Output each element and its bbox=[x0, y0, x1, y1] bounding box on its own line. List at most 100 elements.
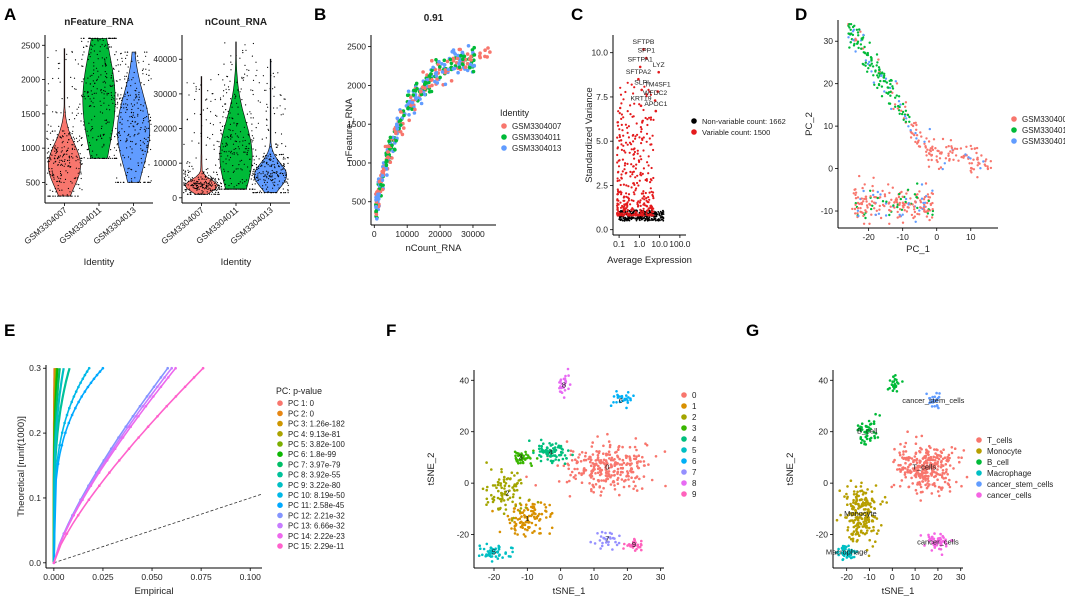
scatter-point bbox=[458, 47, 463, 52]
legend-label: PC 9: 3.22e-80 bbox=[288, 481, 341, 490]
jitter-point bbox=[83, 51, 85, 53]
tsne-point bbox=[864, 504, 868, 507]
tsne-point bbox=[626, 391, 630, 394]
scatter-point bbox=[905, 192, 908, 195]
tsne-point bbox=[851, 556, 854, 559]
tsne-point bbox=[514, 504, 517, 508]
jitter-point bbox=[134, 82, 136, 84]
jitter-point bbox=[125, 106, 127, 109]
x-tick-label: 30000 bbox=[461, 229, 485, 239]
jitter-point bbox=[67, 187, 69, 190]
scatter-point bbox=[419, 101, 424, 106]
jitter-point bbox=[203, 178, 205, 180]
jitter-point bbox=[257, 173, 259, 175]
scatter-point bbox=[868, 64, 871, 67]
tsne-point bbox=[548, 448, 552, 452]
x-tick-label: 30 bbox=[956, 572, 966, 582]
variable-point bbox=[630, 83, 633, 86]
jitter-point bbox=[269, 153, 271, 155]
scatter-point bbox=[374, 212, 379, 217]
jitter-point bbox=[103, 145, 105, 147]
jitter-point bbox=[51, 154, 53, 156]
tsne-point bbox=[548, 442, 551, 445]
jitter-point bbox=[185, 190, 187, 192]
jitter-point bbox=[241, 77, 243, 80]
variable-point bbox=[616, 206, 619, 209]
jitter-point bbox=[149, 116, 152, 118]
jitter-point bbox=[117, 101, 119, 103]
jitter-point bbox=[120, 116, 122, 118]
jitter-point bbox=[141, 150, 143, 152]
jitter-point bbox=[60, 181, 62, 183]
jitter-point bbox=[99, 46, 101, 48]
variable-point bbox=[638, 103, 641, 106]
scatter-point bbox=[976, 176, 979, 179]
jitter-point bbox=[138, 132, 140, 134]
scatter-point bbox=[906, 113, 910, 117]
tsne-point bbox=[904, 461, 907, 465]
tsne-point bbox=[511, 550, 514, 554]
tsne-point bbox=[563, 454, 567, 457]
jitter-point bbox=[272, 187, 274, 189]
legend-swatch bbox=[277, 471, 283, 478]
jitter-point bbox=[231, 153, 233, 155]
tsne-point bbox=[855, 515, 859, 519]
jitter-point bbox=[203, 172, 205, 174]
jitter-point bbox=[124, 95, 126, 97]
jitter-point bbox=[109, 137, 111, 139]
tsne-point bbox=[600, 530, 604, 534]
tsne-point bbox=[917, 468, 920, 472]
scatter-point bbox=[433, 79, 437, 84]
tsne-point bbox=[600, 544, 604, 548]
jitter-point bbox=[70, 195, 72, 197]
scatter-point bbox=[877, 66, 881, 69]
jitter-point bbox=[133, 99, 135, 101]
jitter-point bbox=[235, 133, 237, 135]
jitter-point bbox=[247, 150, 249, 152]
scatter-point bbox=[891, 87, 895, 90]
variable-point bbox=[640, 128, 643, 131]
variable-point bbox=[635, 163, 638, 166]
tsne-point bbox=[602, 486, 605, 490]
jitter-point bbox=[277, 174, 279, 176]
jitter-point bbox=[62, 156, 64, 158]
jitter-point bbox=[84, 128, 86, 130]
legend-label: 2 bbox=[692, 413, 697, 422]
jitter-point bbox=[216, 171, 218, 173]
jitter-point bbox=[245, 188, 247, 190]
nonvariable-point bbox=[619, 218, 622, 221]
jitter-point bbox=[198, 179, 200, 181]
jitter-point bbox=[137, 162, 139, 164]
jitter-point bbox=[132, 125, 134, 127]
tsne-point bbox=[860, 489, 864, 493]
jitter-point bbox=[133, 71, 135, 74]
scatter-point bbox=[947, 145, 950, 148]
x-tick-label: 0.1 bbox=[613, 239, 625, 249]
scatter-point bbox=[387, 139, 391, 143]
gene-point bbox=[654, 109, 658, 113]
tsne-point bbox=[592, 491, 595, 494]
tsne-point bbox=[865, 521, 868, 525]
tsne-point bbox=[609, 475, 612, 479]
tsne-point bbox=[523, 514, 526, 517]
jitter-point bbox=[241, 99, 243, 101]
legend-swatch bbox=[501, 145, 507, 151]
gene-label: SFTPA1 bbox=[628, 57, 653, 64]
jitter-point bbox=[282, 153, 284, 155]
jitter-point bbox=[211, 193, 213, 195]
tsne-point bbox=[614, 540, 617, 544]
tsne-point bbox=[914, 472, 918, 476]
legend-label: PC 6: 1.8e-99 bbox=[288, 450, 336, 459]
jitter-point bbox=[198, 188, 200, 190]
jitter-point bbox=[257, 179, 260, 181]
variable-point bbox=[640, 214, 643, 217]
jitter-point bbox=[62, 136, 64, 138]
jitter-point bbox=[140, 157, 142, 160]
variable-point bbox=[649, 187, 652, 190]
tsne-point bbox=[508, 518, 511, 521]
tsne-point bbox=[845, 551, 848, 555]
variable-point bbox=[633, 193, 636, 196]
tsne-point bbox=[568, 495, 572, 498]
tsne-point bbox=[870, 490, 874, 493]
tsne-point bbox=[960, 456, 963, 460]
